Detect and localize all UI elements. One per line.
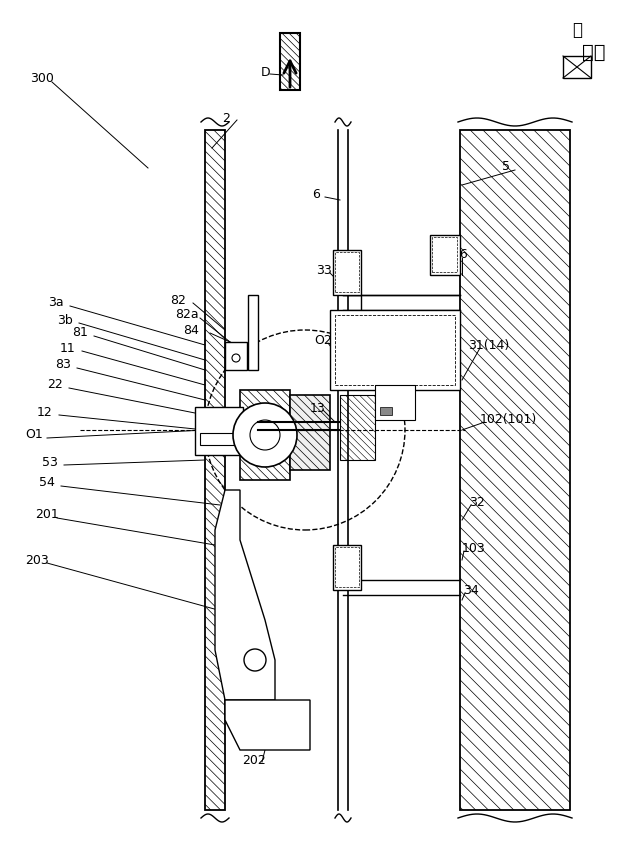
Text: 54: 54 [39,477,55,489]
Text: 12: 12 [37,405,52,419]
Text: 82a: 82a [175,309,198,322]
Bar [432,237,457,272]
Bar [335,252,359,292]
Text: 6: 6 [312,189,320,202]
Text: 3a: 3a [48,296,63,310]
Text: 11: 11 [60,341,76,355]
Text: 84: 84 [183,323,199,336]
Text: 102(101): 102(101) [480,414,537,426]
Text: 13: 13 [310,402,326,414]
Text: 32: 32 [469,495,484,509]
Polygon shape [240,390,290,480]
Text: 22: 22 [47,379,63,391]
Text: D: D [261,66,271,78]
Text: 2: 2 [222,111,230,124]
Polygon shape [460,130,570,810]
Bar [195,407,243,455]
Text: 53: 53 [42,455,58,469]
Bar [333,250,361,295]
Bar [225,342,247,370]
Text: 36: 36 [452,248,468,261]
Polygon shape [205,130,225,810]
Bar [333,545,361,590]
Bar [248,295,258,370]
Text: 202: 202 [242,753,266,767]
Polygon shape [340,395,375,460]
Bar [430,235,460,275]
Bar [380,407,392,415]
Circle shape [244,649,266,671]
Polygon shape [225,700,310,750]
Polygon shape [215,490,275,700]
Text: 83: 83 [55,358,71,372]
Text: 201: 201 [35,509,59,522]
Circle shape [233,403,297,467]
Text: 5: 5 [502,161,510,174]
Text: 3b: 3b [57,313,73,327]
Bar [330,310,460,390]
Text: １５: １５ [582,43,605,61]
Bar [335,547,359,587]
Text: 81: 81 [72,327,88,340]
Text: 300: 300 [30,71,54,84]
Bar [563,56,591,78]
Text: O2: O2 [314,334,332,346]
Text: O1: O1 [25,429,43,442]
Polygon shape [280,33,300,90]
Polygon shape [290,395,330,470]
Text: 34: 34 [463,584,479,597]
Bar [335,315,455,385]
Text: 203: 203 [25,553,49,567]
Text: 82: 82 [170,294,186,306]
Text: 103: 103 [462,541,486,555]
Text: 33: 33 [316,264,332,277]
Text: 図: 図 [572,21,582,39]
Text: 31(14): 31(14) [468,339,509,351]
Bar [200,433,240,445]
Bar [375,385,415,420]
